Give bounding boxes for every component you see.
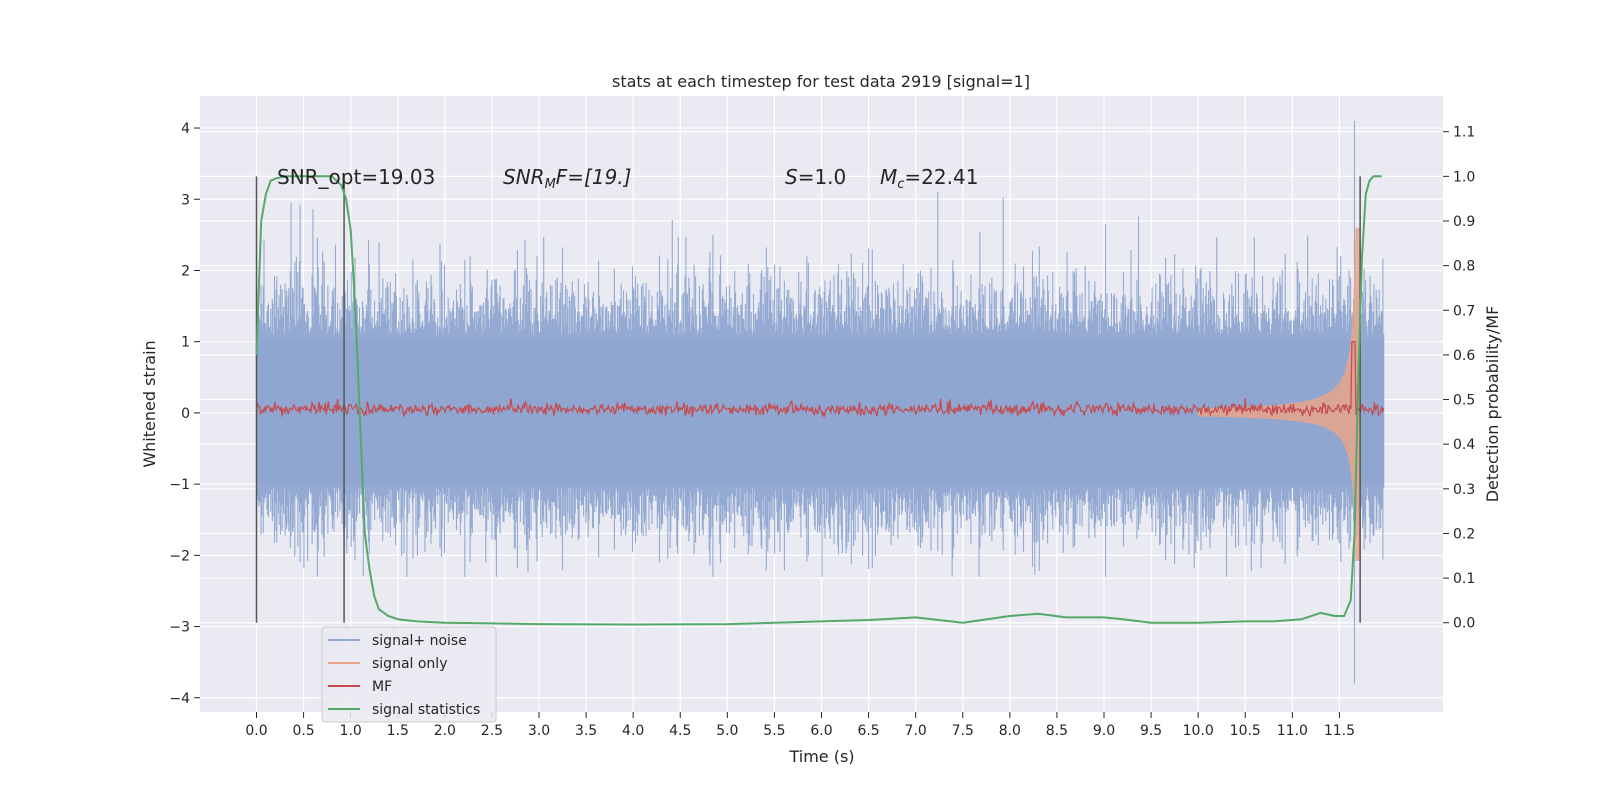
s-main: S [785,165,798,189]
legend: signal+ noise signal only MF signal statist… [321,626,497,723]
annotation-mc: Mc=22.41 [880,165,978,192]
right-tick-label: 0.0 [1453,616,1475,632]
x-tick-label: 2.0 [434,723,456,739]
y-tick-label: −2 [169,548,190,564]
x-axis-label: Time (s) [788,747,854,766]
mc-value: =22.41 [904,165,978,189]
x-tick-label: 11.5 [1324,723,1355,739]
mf-series [255,341,1385,419]
snr-mf-f: F=[19.] [556,165,632,189]
x-tick-label: 7.5 [952,723,974,739]
y-tick-label: 2 [181,263,190,279]
x-tick-label: 3.5 [575,723,597,739]
x-tick-label: 11.0 [1277,723,1308,739]
right-tick-label: 0.3 [1453,482,1475,498]
legend-label: signal only [372,656,447,672]
right-tick-label: 0.1 [1453,571,1475,587]
x-tick-label: 10.0 [1183,723,1214,739]
y-tick-label: 3 [181,192,190,208]
right-y-axis: 0.0 0.1 0.2 0.3 0.4 0.5 0.6 0.7 0.8 0.9 1.0 1.1 [1443,125,1475,632]
y-tick-label: −3 [169,620,190,636]
signal-statistics-line [255,175,1382,626]
x-tick-label: 5.5 [763,723,785,739]
x-tick-label: 4.0 [622,723,644,739]
annotation-snr-mf: SNRMF=[19.] [503,165,631,192]
x-tick-label: 6.0 [810,723,832,739]
snr-mf-main: SNR [503,165,545,189]
legend-box [321,626,497,723]
x-tick-label: 10.5 [1230,723,1261,739]
x-tick-label: 1.0 [340,723,362,739]
x-tick-label: 9.5 [1140,723,1162,739]
x-tick-label: 2.5 [481,723,503,739]
right-tick-label: 0.2 [1453,526,1475,542]
right-tick-label: 0.6 [1453,348,1475,364]
x-tick-label: 5.0 [716,723,738,739]
x-tick-label: 9.0 [1093,723,1115,739]
right-tick-label: 0.4 [1453,437,1475,453]
x-axis: 0.0 0.5 1.0 1.5 2.0 2.5 3.0 3.5 4.0 4.5 5.0 5.5 6.0 6… [245,712,1355,739]
right-y-axis-label: Detection probability/MF [1483,306,1502,503]
y-tick-label: 1 [181,335,190,351]
legend-label: signal statistics [372,702,480,718]
x-tick-label: 4.5 [669,723,691,739]
mc-sub: c [897,177,904,192]
y-tick-label: −1 [169,477,190,493]
x-tick-label: 7.0 [905,723,927,739]
vertical-marker-lines [255,176,1361,623]
legend-label: MF [372,679,392,695]
legend-label: signal+ noise [372,633,467,649]
y-axis-label: Whitened strain [140,340,159,467]
right-tick-label: 1.0 [1453,169,1475,185]
mf-trace [255,341,1385,419]
x-tick-label: 0.0 [245,723,267,739]
right-tick-label: 1.1 [1453,125,1475,141]
left-y-axis: −4 −3 −2 −1 0 1 2 3 4 [169,121,200,707]
x-tick-label: 0.5 [292,723,314,739]
signal-statistics-series [255,175,1382,626]
x-tick-label: 8.5 [1046,723,1068,739]
x-tick-label: 1.5 [387,723,409,739]
noise-core [256,341,1384,485]
annotation-snr-opt: SNR_opt=19.03 [277,165,435,189]
right-tick-label: 0.8 [1453,259,1475,275]
x-tick-label: 3.0 [528,723,550,739]
signal-plus-noise-series [255,120,1385,684]
y-tick-label: 0 [181,406,190,422]
snr-mf-sub: M [545,177,556,192]
right-tick-label: 0.7 [1453,303,1475,319]
right-tick-label: 0.5 [1453,393,1475,409]
right-tick-label: 0.9 [1453,214,1475,230]
mc-main: M [880,165,897,189]
s-value: =1.0 [798,165,847,189]
y-tick-label: 4 [181,121,190,137]
annotation-s: S=1.0 [785,165,846,189]
x-tick-label: 8.0 [999,723,1021,739]
x-tick-label: 6.5 [857,723,879,739]
y-tick-label: −4 [169,691,190,707]
chart-title: stats at each timestep for test data 291… [612,72,1030,91]
